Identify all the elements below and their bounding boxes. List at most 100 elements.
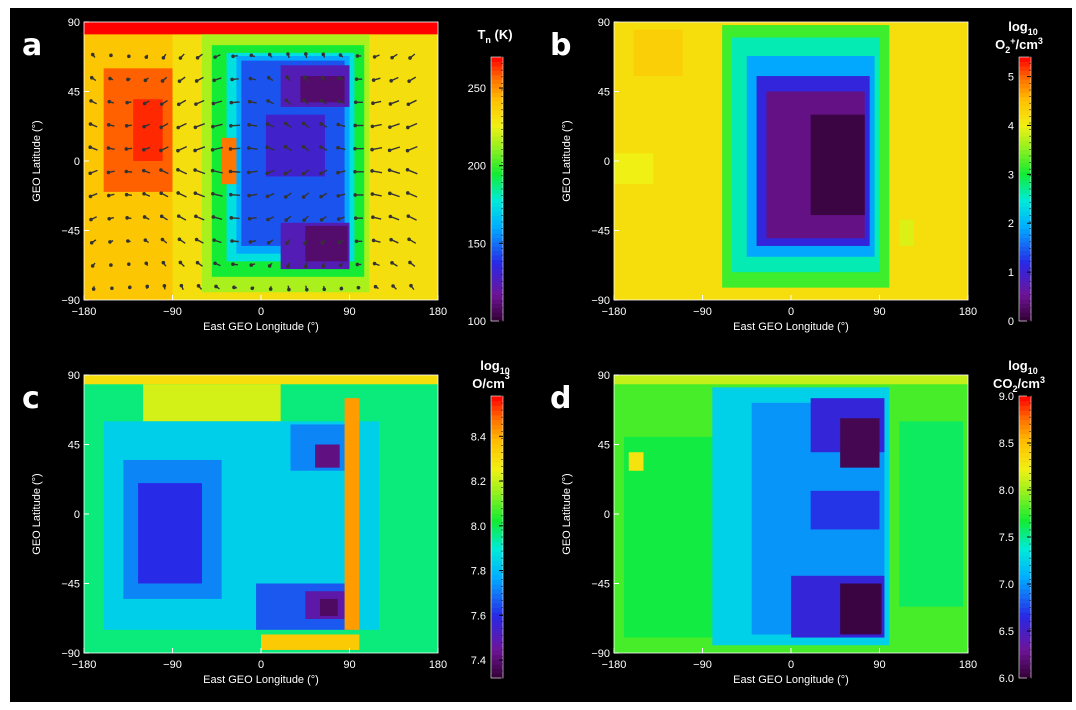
wind-vector-head: [336, 99, 341, 104]
colorbar-segment: [491, 219, 503, 225]
colorbar-title: Tn (K): [477, 27, 512, 45]
wind-vector-head: [143, 238, 148, 242]
wind-vector-head: [89, 75, 94, 80]
colorbar-segment: [491, 663, 503, 670]
colorbar-segment: [1019, 127, 1031, 133]
colorbar-segment: [1019, 312, 1031, 318]
wind-vector-head: [194, 214, 198, 219]
colorbar-segment: [1019, 149, 1031, 155]
heatmap-cell: [221, 137, 237, 185]
x-tick-label: 0: [788, 306, 794, 318]
wind-vector-head: [228, 147, 233, 151]
wind-vector-head: [193, 191, 198, 195]
colorbar-segment: [1019, 593, 1031, 599]
wind-vectors: [88, 52, 418, 292]
wind-vector-head: [212, 238, 216, 242]
wind-vector-head: [284, 98, 289, 103]
wind-vector-head: [388, 214, 393, 219]
colorbar-segment: [1019, 565, 1031, 571]
colorbar-segment: [1019, 105, 1031, 111]
colorbar-segment: [1019, 118, 1031, 124]
colorbar-segment: [491, 513, 503, 519]
colorbar-segment: [1019, 508, 1031, 515]
colorbar-segment: [491, 127, 503, 133]
x-tick-label: −180: [72, 306, 97, 318]
y-tick-label: 0: [604, 156, 610, 168]
wind-vector-head: [159, 102, 164, 106]
wind-vector-head: [371, 78, 376, 82]
wind-vector-head: [373, 284, 378, 289]
colorbar-segment: [491, 118, 503, 124]
wind-vector-head: [371, 238, 376, 243]
wind-vector-head: [127, 54, 131, 59]
wind-vector-head: [391, 284, 395, 288]
wind-vector-head: [106, 146, 111, 150]
colorbar-segment: [491, 396, 503, 402]
colorbar-segment: [1019, 87, 1031, 93]
colorbar-segment: [491, 171, 503, 177]
colorbar-segment: [1019, 202, 1031, 208]
wind-vector-head: [176, 191, 180, 195]
colorbar-tick-label: 0: [1008, 316, 1014, 328]
wind-vector-head: [249, 53, 254, 58]
wind-vector-head: [126, 262, 131, 266]
colorbar-segment: [1019, 57, 1031, 62]
colorbar-segment: [491, 149, 503, 155]
colorbar-segment: [491, 541, 503, 547]
wind-vector-head: [194, 102, 198, 106]
colorbar-segment: [491, 215, 503, 221]
colorbar-tick-label: 100: [468, 316, 486, 328]
colorbar-segment: [491, 83, 503, 89]
colorbar-segment: [1019, 546, 1031, 552]
colorbar-segment: [491, 193, 503, 199]
colorbar-segment: [491, 640, 503, 646]
colorbar-segment: [491, 79, 503, 84]
y-axis-label: GEO Latitude (°): [561, 473, 573, 554]
wind-vector-head: [301, 172, 306, 176]
colorbar-segment: [1019, 419, 1031, 425]
y-tick-label: 0: [604, 509, 610, 521]
wind-vector-head: [354, 77, 359, 81]
colorbar-segment: [491, 70, 503, 76]
colorbar-segment: [1019, 626, 1031, 632]
colorbar-segment: [491, 290, 503, 296]
wind-vector-head: [125, 216, 129, 220]
colorbar-segment: [491, 461, 503, 468]
wind-vector-head: [144, 55, 149, 59]
colorbar-segment: [1019, 224, 1031, 230]
wind-vector-head: [265, 171, 269, 176]
colorbar-segment: [491, 485, 503, 491]
colorbar-segment: [491, 61, 503, 67]
heatmap-cell: [899, 421, 964, 607]
wind-vector-head: [283, 171, 288, 176]
wind-vector-head: [196, 284, 201, 288]
y-tick-label: −90: [591, 648, 610, 660]
colorbar-segment: [491, 560, 503, 566]
wind-vector-head: [405, 191, 410, 195]
wind-vector-head: [90, 264, 95, 268]
wind-vector-head: [285, 241, 289, 246]
wind-vector-head: [407, 79, 411, 83]
wind-vector-head: [266, 75, 271, 80]
colorbar-segment: [1019, 490, 1031, 496]
wind-vector-head: [213, 261, 217, 266]
x-axis-label: East GEO Longitude (°): [203, 321, 319, 333]
wind-vector-head: [145, 284, 150, 289]
colorbar-segment: [1019, 136, 1031, 142]
wind-vector-head: [177, 79, 182, 83]
colorbar-segment: [491, 145, 503, 150]
colorbar-segment: [1019, 569, 1031, 576]
wind-vector-head: [387, 148, 392, 153]
wind-vector-head: [247, 99, 252, 104]
colorbar-segment: [491, 281, 503, 287]
colorbar-title-line1: log10: [1008, 19, 1038, 37]
colorbar-segment: [491, 480, 503, 486]
wind-vector-head: [265, 194, 270, 199]
heatmap-cell: [840, 583, 882, 635]
colorbar-segment: [1019, 645, 1031, 651]
colorbar-segment: [1019, 219, 1031, 225]
colorbar-tick-label: 200: [468, 161, 486, 173]
colorbar-segment: [491, 206, 503, 212]
colorbar-segment: [1019, 428, 1031, 435]
colorbar-segment: [1019, 285, 1031, 291]
